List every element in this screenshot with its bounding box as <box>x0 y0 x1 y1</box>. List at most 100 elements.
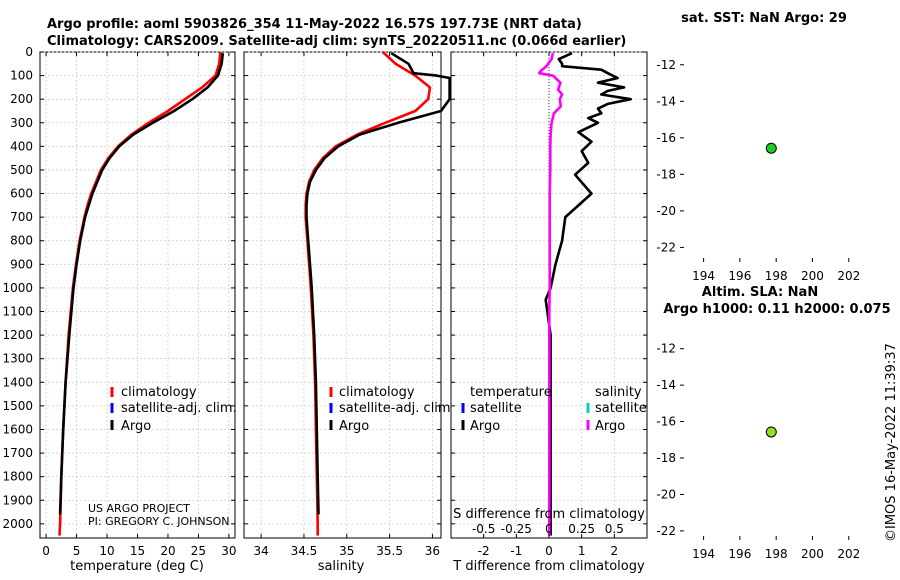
salinity-panel: 34 34.5 35 35.5 36 salinity climatology sate… <box>243 51 455 574</box>
figure-subtitle: Climatology: CARS2009. Satellite-adj cli… <box>47 34 626 49</box>
pressure-tick-label: 1400 <box>2 375 33 389</box>
s-tick-label: -0.5 <box>472 522 495 536</box>
pressure-tick-label: 1600 <box>2 422 33 436</box>
x-tick-label: 1 <box>578 544 586 558</box>
map-y-tick-label: -14 <box>656 378 676 392</box>
pressure-tick-label: 200 <box>10 92 33 106</box>
x-tick-label: 5 <box>73 544 81 558</box>
salinity-difference-ticks: -0.5 -0.25 0 0.25 0.5 <box>472 522 624 536</box>
imos-timestamp: ©IMOS 16-May-2022 11:39:37 <box>884 343 899 542</box>
map-x-tick-label: 194 <box>692 269 715 283</box>
map-x-tick-label: 202 <box>837 269 860 283</box>
sla-map-subtitle: Argo h1000: 0.11 h2000: 0.075 <box>663 302 890 317</box>
legend-climatology-label: climatology <box>121 385 197 400</box>
sla-map-area <box>680 325 876 540</box>
salinity-grid <box>244 51 441 538</box>
pressure-tick-label: 0 <box>25 45 33 59</box>
difference-xlabel: T difference from climatology <box>452 559 645 574</box>
s-tick-label: 0.5 <box>605 522 624 536</box>
temperature-series <box>58 51 225 536</box>
map-y-tick-label: -18 <box>656 451 676 465</box>
pressure-tick-label: 800 <box>10 234 33 248</box>
figure-title: Argo profile: aoml 5903826_354 11-May-20… <box>47 17 582 32</box>
series-line-argo <box>58 53 225 515</box>
legend-climatology-label: climatology <box>339 385 415 400</box>
map-y-tick-label: -20 <box>656 487 676 501</box>
temperature-ticks: 0100200300400500600700800900100011001200… <box>2 45 236 558</box>
x-tick-label: -1 <box>510 544 522 558</box>
x-tick-label: 10 <box>99 544 114 558</box>
series-line-s-argo <box>537 52 564 536</box>
map-x-tick-label: 202 <box>837 547 860 561</box>
pressure-tick-label: 100 <box>10 69 33 83</box>
temperature-panel: 0100200300400500600700800900100011001200… <box>2 45 236 574</box>
legend-s-argo-label: Argo <box>595 419 625 434</box>
x-tick-label: 0 <box>42 544 50 558</box>
map-x-tick-label: 198 <box>765 269 788 283</box>
legend-salinity-title: salinity <box>595 385 642 400</box>
map-y-tick-label: -16 <box>656 415 676 429</box>
map-y-tick-label: -18 <box>656 167 676 181</box>
pressure-tick-label: 400 <box>10 139 33 153</box>
legend-s-satellite-label: satellite <box>595 401 647 416</box>
difference-ticks: -2 -1 0 1 2 <box>451 51 647 558</box>
sst-map-panel: sat. SST: NaN Argo: 29 -12 -14 -16 -18 -20 -2… <box>656 11 876 283</box>
x-tick-label: 2 <box>611 544 619 558</box>
x-tick-label: 0 <box>545 544 553 558</box>
pressure-tick-label: 1300 <box>2 352 33 366</box>
difference-legend: temperature satellite Argo salinity sate… <box>461 385 647 434</box>
sst-map-title: sat. SST: NaN Argo: 29 <box>681 11 847 26</box>
map-x-tick-label: 200 <box>801 269 824 283</box>
pressure-tick-label: 600 <box>10 187 33 201</box>
map-x-tick-label: 194 <box>692 547 715 561</box>
temperature-legend: climatology satellite-adj. clim. Argo <box>110 385 237 434</box>
pressure-tick-label: 300 <box>10 116 33 130</box>
map-y-tick-label: -22 <box>656 240 676 254</box>
sst-map-ticks: -12 -14 -16 -18 -20 -22 194 196 198 200 202 <box>656 58 860 283</box>
salinity-ticks: 34 34.5 35 35.5 36 <box>244 51 441 558</box>
x-tick-label: 25 <box>191 544 206 558</box>
sst-argo-location-marker <box>765 142 777 154</box>
map-y-tick-label: -14 <box>656 94 676 108</box>
legend-t-argo-label: Argo <box>470 419 500 434</box>
pressure-tick-label: 2000 <box>2 517 33 531</box>
legend-argo-label: Argo <box>339 419 369 434</box>
x-tick-label: 30 <box>221 544 236 558</box>
x-tick-label: 34 <box>253 544 268 558</box>
sla-argo-location-marker <box>765 426 777 438</box>
pi-note: PI: GREGORY C. JOHNSON <box>88 515 229 528</box>
map-y-tick-label: -20 <box>656 204 676 218</box>
pressure-tick-label: 1700 <box>2 446 33 460</box>
pressure-tick-label: 1100 <box>2 305 33 319</box>
pressure-tick-label: 1800 <box>2 470 33 484</box>
pressure-tick-label: 1000 <box>2 281 33 295</box>
salinity-difference-label: S difference from climatology <box>453 507 645 522</box>
map-x-tick-label: 198 <box>765 547 788 561</box>
legend-argo-label: Argo <box>121 419 151 434</box>
map-x-tick-label: 200 <box>801 547 824 561</box>
s-tick-label: 0 <box>545 522 553 536</box>
difference-panel: -2 -1 0 1 2 -0.5 -0.25 0 0.25 0.5 S difference f… <box>450 51 648 574</box>
legend-temperature-title: temperature <box>470 385 552 400</box>
salinity-axes-frame <box>243 51 442 539</box>
map-x-tick-label: 196 <box>728 547 751 561</box>
salinity-xlabel: salinity <box>318 559 365 574</box>
x-tick-label: 35.5 <box>376 544 403 558</box>
sla-map-ticks: -12 -14 -16 -18 -20 -22 194 196 198 200 202 <box>656 342 860 561</box>
pressure-tick-label: 700 <box>10 210 33 224</box>
pressure-tick-label: 900 <box>10 257 33 271</box>
x-tick-label: 20 <box>160 544 175 558</box>
salinity-series <box>304 51 451 536</box>
salinity-legend: climatology satellite-adj. clim. Argo <box>329 385 455 434</box>
pressure-tick-label: 1500 <box>2 399 33 413</box>
pressure-tick-label: 1200 <box>2 328 33 342</box>
map-y-tick-label: -12 <box>656 342 676 356</box>
x-tick-label: -2 <box>478 544 490 558</box>
legend-t-satellite-label: satellite <box>470 401 522 416</box>
sst-map-area <box>680 52 876 262</box>
s-tick-label: 0.25 <box>568 522 595 536</box>
map-x-tick-label: 196 <box>728 269 751 283</box>
temperature-xlabel: temperature (deg C) <box>70 559 204 574</box>
pressure-tick-label: 1900 <box>2 493 33 507</box>
